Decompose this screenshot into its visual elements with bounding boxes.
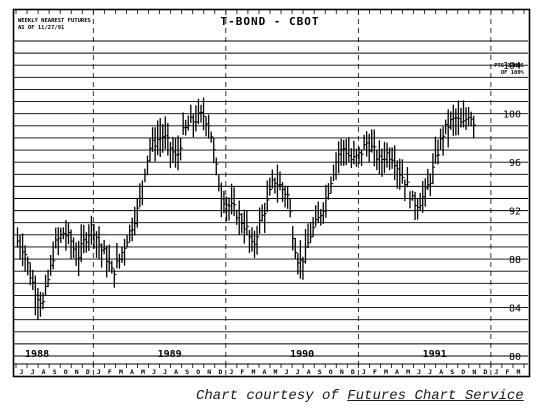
y-tick-label: 84 [509, 304, 521, 315]
month-label: O [461, 368, 465, 376]
month-label: A [307, 368, 311, 376]
chart-title: T-BOND - CBOT [220, 15, 319, 28]
month-label: O [196, 368, 200, 376]
month-label: F [505, 368, 509, 376]
month-label: J [417, 368, 421, 376]
month-label: O [329, 368, 333, 376]
month-label: M [384, 368, 388, 376]
month-label: J [362, 368, 366, 376]
gridlines [14, 40, 528, 357]
month-label: O [64, 368, 68, 376]
month-label: D [218, 368, 222, 376]
month-label: J [428, 368, 432, 376]
month-label: F [240, 368, 244, 376]
month-label: M [141, 368, 145, 376]
month-label: D [86, 368, 90, 376]
month-label: A [42, 368, 46, 376]
month-label: M [517, 368, 521, 376]
month-label: N [75, 368, 79, 376]
month-label: A [130, 368, 134, 376]
month-label: S [318, 368, 322, 376]
year-label: 1990 [290, 349, 314, 360]
month-label: J [494, 368, 498, 376]
credit-source: Futures Chart Service [347, 388, 524, 404]
units-label-line-1: PTS-32NDS [494, 63, 524, 69]
month-label: F [108, 368, 112, 376]
month-label: N [472, 368, 476, 376]
year-label: 1991 [423, 349, 447, 360]
month-label: J [31, 368, 35, 376]
year-dividers [92, 10, 492, 376]
y-tick-label: 104 [503, 61, 521, 72]
credit-prefix: Chart courtesy of [196, 388, 348, 404]
month-label: S [185, 368, 189, 376]
plot-frame [12, 8, 531, 378]
month-label: J [296, 368, 300, 376]
month-label: J [152, 368, 156, 376]
month-label: A [263, 368, 267, 376]
y-tick-label: 96 [509, 158, 521, 169]
month-label: J [20, 368, 24, 376]
month-label: J [229, 368, 233, 376]
month-label: F [373, 368, 377, 376]
month-label: A [439, 368, 443, 376]
y-tick-label: 80 [509, 352, 521, 363]
month-label: A [174, 368, 178, 376]
chart-subtitle-line-1: WEEKLY NEAREST FUTURES [18, 18, 91, 24]
month-label: M [274, 368, 278, 376]
month-label: J [97, 368, 101, 376]
units-label-line-2: OF 100% [501, 70, 525, 76]
month-label: M [406, 368, 410, 376]
month-label: A [395, 368, 399, 376]
price-bars [16, 97, 476, 320]
month-label: J [163, 368, 167, 376]
month-label: J [285, 368, 289, 376]
y-tick-label: 92 [509, 207, 521, 218]
month-label: M [251, 368, 255, 376]
month-label: S [53, 368, 57, 376]
month-label: D [351, 368, 355, 376]
y-tick-label: 100 [503, 110, 521, 121]
month-label: S [450, 368, 454, 376]
month-label: N [340, 368, 344, 376]
chart-subtitle-line-2: AS OF 11/27/91 [18, 25, 65, 31]
chart-credit: Chart courtesy of Futures Chart Service [196, 388, 524, 404]
month-label: M [119, 368, 123, 376]
year-label: 1988 [25, 349, 49, 360]
year-label: 1989 [158, 349, 182, 360]
month-label: D [483, 368, 487, 376]
month-label: N [207, 368, 211, 376]
y-tick-label: 88 [509, 255, 521, 266]
